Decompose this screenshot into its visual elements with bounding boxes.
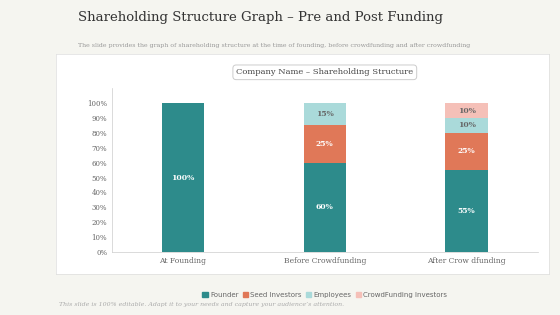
Bar <box>445 103 488 118</box>
Bar <box>304 163 346 252</box>
Text: Shareholding Structure Graph – Pre and Post Funding: Shareholding Structure Graph – Pre and P… <box>78 11 444 24</box>
Legend: Founder, Seed Investors, Employees, CrowdFunding Investors: Founder, Seed Investors, Employees, Crow… <box>199 289 450 301</box>
Bar <box>304 125 346 163</box>
Text: 25%: 25% <box>458 147 475 156</box>
Bar <box>304 103 346 125</box>
Text: 10%: 10% <box>458 106 475 115</box>
Text: 55%: 55% <box>458 207 475 215</box>
Text: This slide is 100% editable. Adapt it to your needs and capture your audience’s : This slide is 100% editable. Adapt it to… <box>59 302 344 307</box>
Text: 100%: 100% <box>171 174 195 181</box>
Text: 25%: 25% <box>316 140 334 148</box>
Bar <box>445 133 488 170</box>
Text: The slide provides the graph of shareholding structure at the time of founding, : The slide provides the graph of sharehol… <box>78 43 470 48</box>
Bar <box>445 118 488 133</box>
Bar <box>445 170 488 252</box>
Text: 15%: 15% <box>316 110 334 118</box>
Bar <box>162 103 204 252</box>
Text: 10%: 10% <box>458 121 475 129</box>
Text: 60%: 60% <box>316 203 334 211</box>
Title: Company Name – Shareholding Structure: Company Name – Shareholding Structure <box>236 68 413 76</box>
